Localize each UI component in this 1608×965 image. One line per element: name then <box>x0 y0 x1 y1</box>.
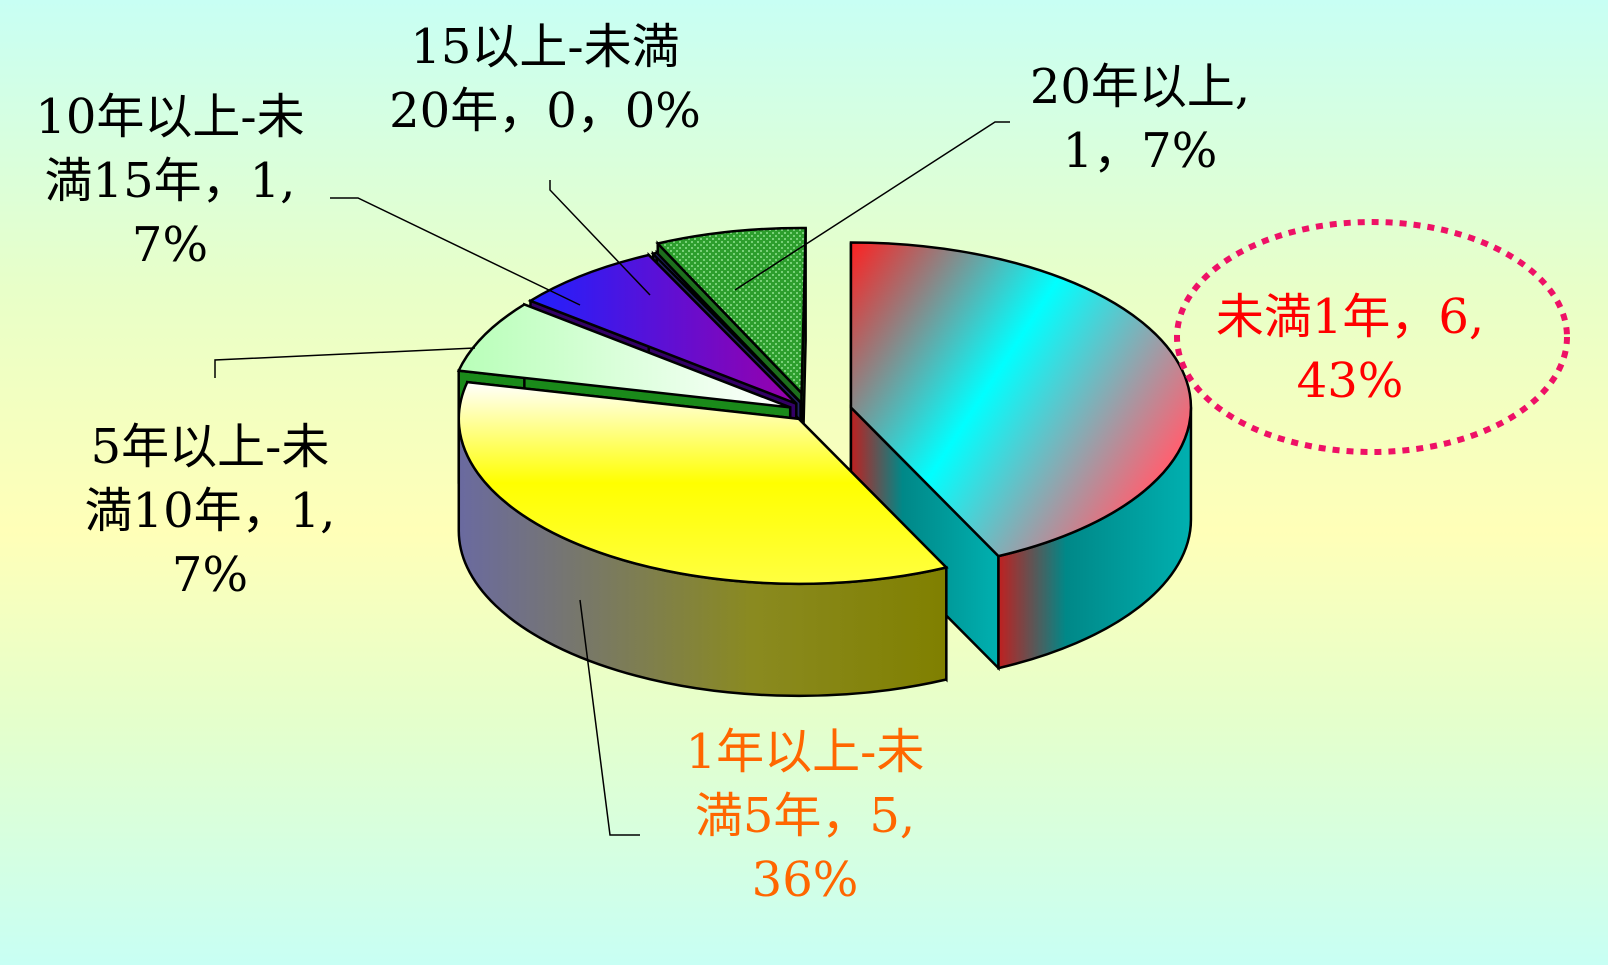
data-label-5-to-10-years: 5年以上-未 満10年，1, 7% <box>84 419 336 603</box>
leader-20-years-plus <box>734 121 1010 291</box>
slice-1-to-5-years <box>457 380 949 698</box>
data-label-10-to-15-years: 10年以上-未 満15年，1, 7% <box>35 89 305 273</box>
data-label-15-to-20-years: 15以上-未満 20年，0，0% <box>389 19 701 139</box>
leader-10-to-15-years <box>330 197 581 306</box>
slice-20-years-plus-top <box>655 226 807 397</box>
highlight-ring <box>1174 219 1570 455</box>
slice-15-to-20-years-top <box>650 251 802 404</box>
slice-10-to-15-years-top <box>527 253 798 405</box>
leader-1-to-5-years <box>579 599 640 836</box>
leader-15-to-20-years <box>549 180 651 296</box>
slice-under-1-year <box>849 241 1193 672</box>
data-label-1-to-5-years: 1年以上-未 満5年，5, 36% <box>685 724 925 908</box>
slice-1-to-5-years-top <box>457 380 949 586</box>
leader-5-to-10-years <box>214 347 476 378</box>
slice-under-1-year-top <box>849 241 1193 558</box>
data-label-20-years-plus: 20年以上, 1，7% <box>1029 59 1251 179</box>
slice-5-to-10-years-top <box>456 303 791 409</box>
data-label-under-1-year: 未満1年，6, 43% <box>1215 289 1485 409</box>
